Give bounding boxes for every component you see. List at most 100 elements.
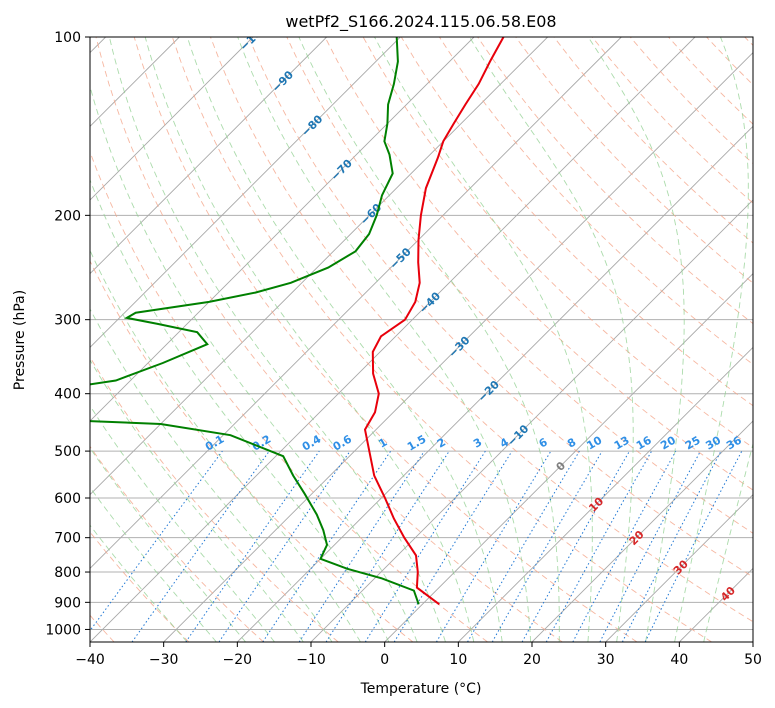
y-tick-label: 100 <box>54 30 81 46</box>
isotherm <box>605 494 753 642</box>
mixing-ratio-label: 30 <box>703 433 723 452</box>
mixing-ratio-line <box>325 450 450 642</box>
mixing-ratio-label: 3 <box>471 436 484 451</box>
isotherm-label: 20 <box>627 528 647 548</box>
moist-adiabat <box>90 447 246 642</box>
dry-adiabat <box>706 37 753 86</box>
x-tick-label: 0 <box>380 652 389 668</box>
moist-adiabat <box>90 524 188 642</box>
x-tick-label: 50 <box>744 652 762 668</box>
mixing-ratio-line <box>393 450 513 642</box>
y-tick-label: 700 <box>54 531 81 547</box>
isotherm <box>90 37 475 422</box>
x-tick-label: −30 <box>149 652 179 668</box>
isotherm-label: 30 <box>671 557 691 577</box>
isotherm <box>90 37 401 348</box>
mixing-ratio-line <box>644 450 743 642</box>
x-axis-label: Temperature (°C) <box>360 681 482 697</box>
moist-adiabat <box>90 486 217 642</box>
mixing-ratio-line <box>262 450 392 642</box>
moist-adiabat <box>90 178 390 642</box>
mixing-ratio-line <box>572 450 677 642</box>
mixing-ratio-line <box>90 450 223 632</box>
moist-adiabat <box>90 308 333 642</box>
isotherm <box>90 37 622 569</box>
isotherm-label: 40 <box>718 584 738 604</box>
mixing-ratio-label: 13 <box>612 434 632 453</box>
isotherm <box>163 52 753 642</box>
dry-adiabat <box>248 37 753 578</box>
plot-frame <box>89 36 754 643</box>
mixing-ratio-line <box>131 450 270 642</box>
moist-adiabat <box>587 37 685 642</box>
isotherm <box>752 641 753 642</box>
isotherm <box>384 273 753 642</box>
y-axis-label: Pressure (hPa) <box>12 290 28 390</box>
x-tick-label: 10 <box>449 652 467 668</box>
dry-adiabat <box>90 445 264 642</box>
isotherm-label: −80 <box>299 112 326 139</box>
dry-adiabat <box>90 531 190 642</box>
dry-adiabat <box>133 37 638 642</box>
mixing-ratio-line <box>599 450 701 642</box>
moist-adiabat <box>144 37 475 642</box>
x-tick-label: 30 <box>597 652 615 668</box>
isotherm-label: 0 <box>554 459 569 474</box>
y-tick-label: 300 <box>54 313 81 329</box>
temperature-profile <box>363 37 505 606</box>
isotherm <box>90 37 327 275</box>
moist-adiabat <box>108 37 446 642</box>
x-axis: −40 −30 −20 −10 0 10 20 30 40 50 <box>75 642 762 668</box>
dry-adiabat <box>171 37 712 642</box>
dry-adiabat <box>210 37 753 623</box>
mixing-ratio-line <box>218 450 351 642</box>
x-tick-label: −40 <box>75 652 105 668</box>
isotherm-label: −20 <box>475 378 502 405</box>
moist-adiabat <box>186 37 503 642</box>
x-tick-label: −20 <box>223 652 253 668</box>
x-tick-label: −10 <box>296 652 326 668</box>
dry-adiabat <box>95 37 563 642</box>
isotherm <box>531 420 753 642</box>
dry-adiabat <box>90 150 488 642</box>
dry-adiabat <box>324 37 753 491</box>
dewpoint-profile <box>90 37 420 605</box>
mixing-ratio-line <box>467 450 580 642</box>
moist-adiabat <box>469 37 634 642</box>
mixing-ratio-line <box>521 450 630 642</box>
dry-adiabat <box>553 37 753 244</box>
mixing-ratio-label: 25 <box>683 434 703 453</box>
mixing-ratio-line <box>545 450 653 642</box>
dry-adiabat <box>90 259 414 642</box>
isotherm <box>90 37 548 496</box>
y-axis: 100 200 300 400 500 600 700 800 900 1000 <box>45 30 90 638</box>
isotherm-label: −10 <box>505 422 532 449</box>
chart-title: wetPf2_S166.2024.115.06.58.E08 <box>285 12 556 32</box>
dry-adiabat <box>90 356 339 642</box>
moist-adiabat <box>90 84 418 642</box>
dry-adiabat <box>744 37 753 47</box>
isotherm <box>237 125 753 642</box>
moist-adiabat <box>90 249 361 642</box>
y-tick-label: 600 <box>54 491 81 507</box>
mixing-ratio-line <box>364 450 486 642</box>
mixing-ratio-label: 1 <box>376 436 389 451</box>
isotherm-label: −40 <box>417 289 444 316</box>
isotherm-label: −70 <box>328 157 355 184</box>
isotherm <box>458 346 753 642</box>
moist-adiabat <box>703 441 753 642</box>
y-tick-label: 1000 <box>45 622 81 638</box>
isotherm <box>90 37 254 201</box>
isotherm-label: −30 <box>446 334 473 361</box>
isotherm-label: 10 <box>586 494 606 514</box>
moist-adiabat <box>298 37 560 642</box>
isotherm <box>310 199 753 642</box>
moist-adiabat <box>237 37 532 642</box>
mixing-ratio-line <box>185 450 320 642</box>
mixing-ratio-label: 0.4 <box>300 432 324 453</box>
mixing-ratio-label: 2 <box>435 436 448 451</box>
moist-adiabat <box>674 37 749 642</box>
mixing-ratio-label: 1.5 <box>405 433 428 454</box>
mixing-ratio-label: 36 <box>724 433 744 452</box>
